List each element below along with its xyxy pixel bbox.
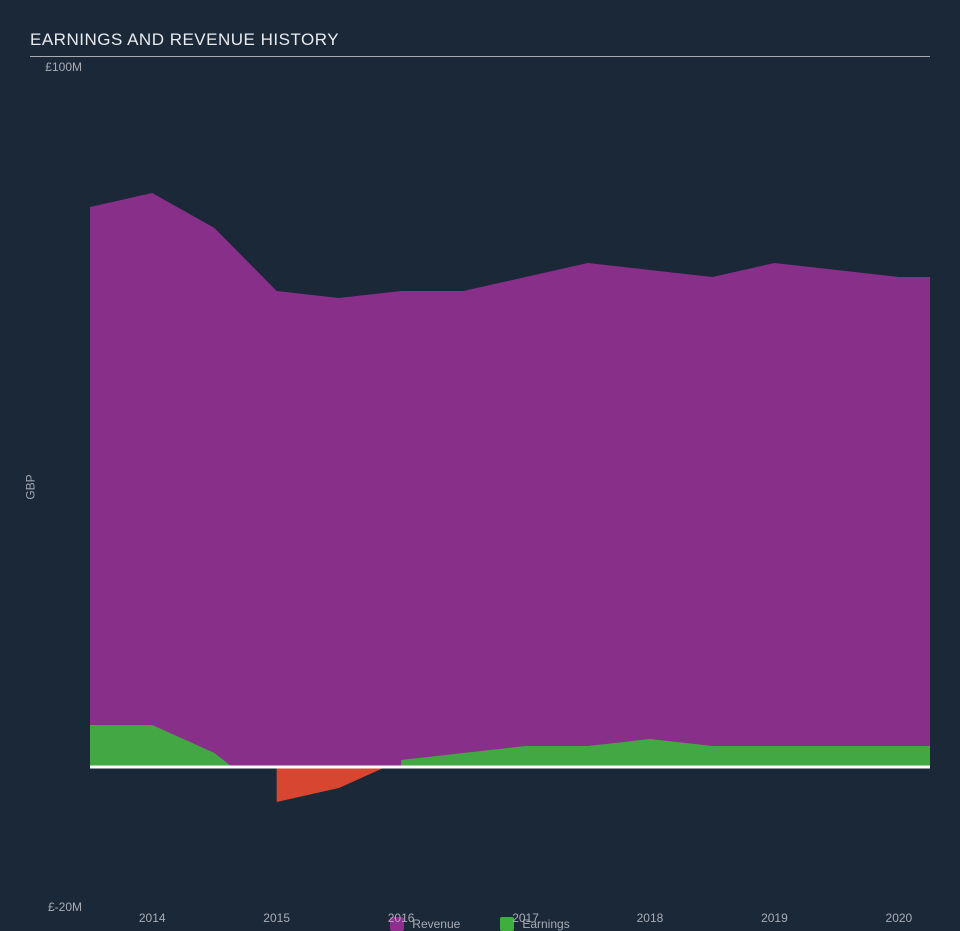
chart-body: GBP £100M£-20M [30, 67, 930, 907]
x-tick-label: 2020 [886, 911, 913, 925]
chart-svg [90, 67, 930, 907]
x-tick-label: 2015 [263, 911, 290, 925]
y-tick-label: £100M [45, 60, 82, 74]
y-tick-label: £-20M [48, 900, 82, 914]
x-tick-label: 2016 [388, 911, 415, 925]
chart-container: EARNINGS AND REVENUE HISTORY GBP £100M£-… [0, 0, 960, 522]
x-tick-label: 2014 [139, 911, 166, 925]
x-tick-label: 2017 [512, 911, 539, 925]
earnings-negative-area [277, 767, 386, 802]
plot-area [90, 67, 930, 907]
x-tick-label: 2019 [761, 911, 788, 925]
y-axis: GBP £100M£-20M [30, 67, 90, 907]
y-axis-label: GBP [24, 474, 38, 499]
legend-label: Revenue [412, 917, 460, 931]
chart-title: EARNINGS AND REVENUE HISTORY [30, 30, 930, 57]
x-tick-label: 2018 [637, 911, 664, 925]
revenue-area [90, 193, 930, 767]
